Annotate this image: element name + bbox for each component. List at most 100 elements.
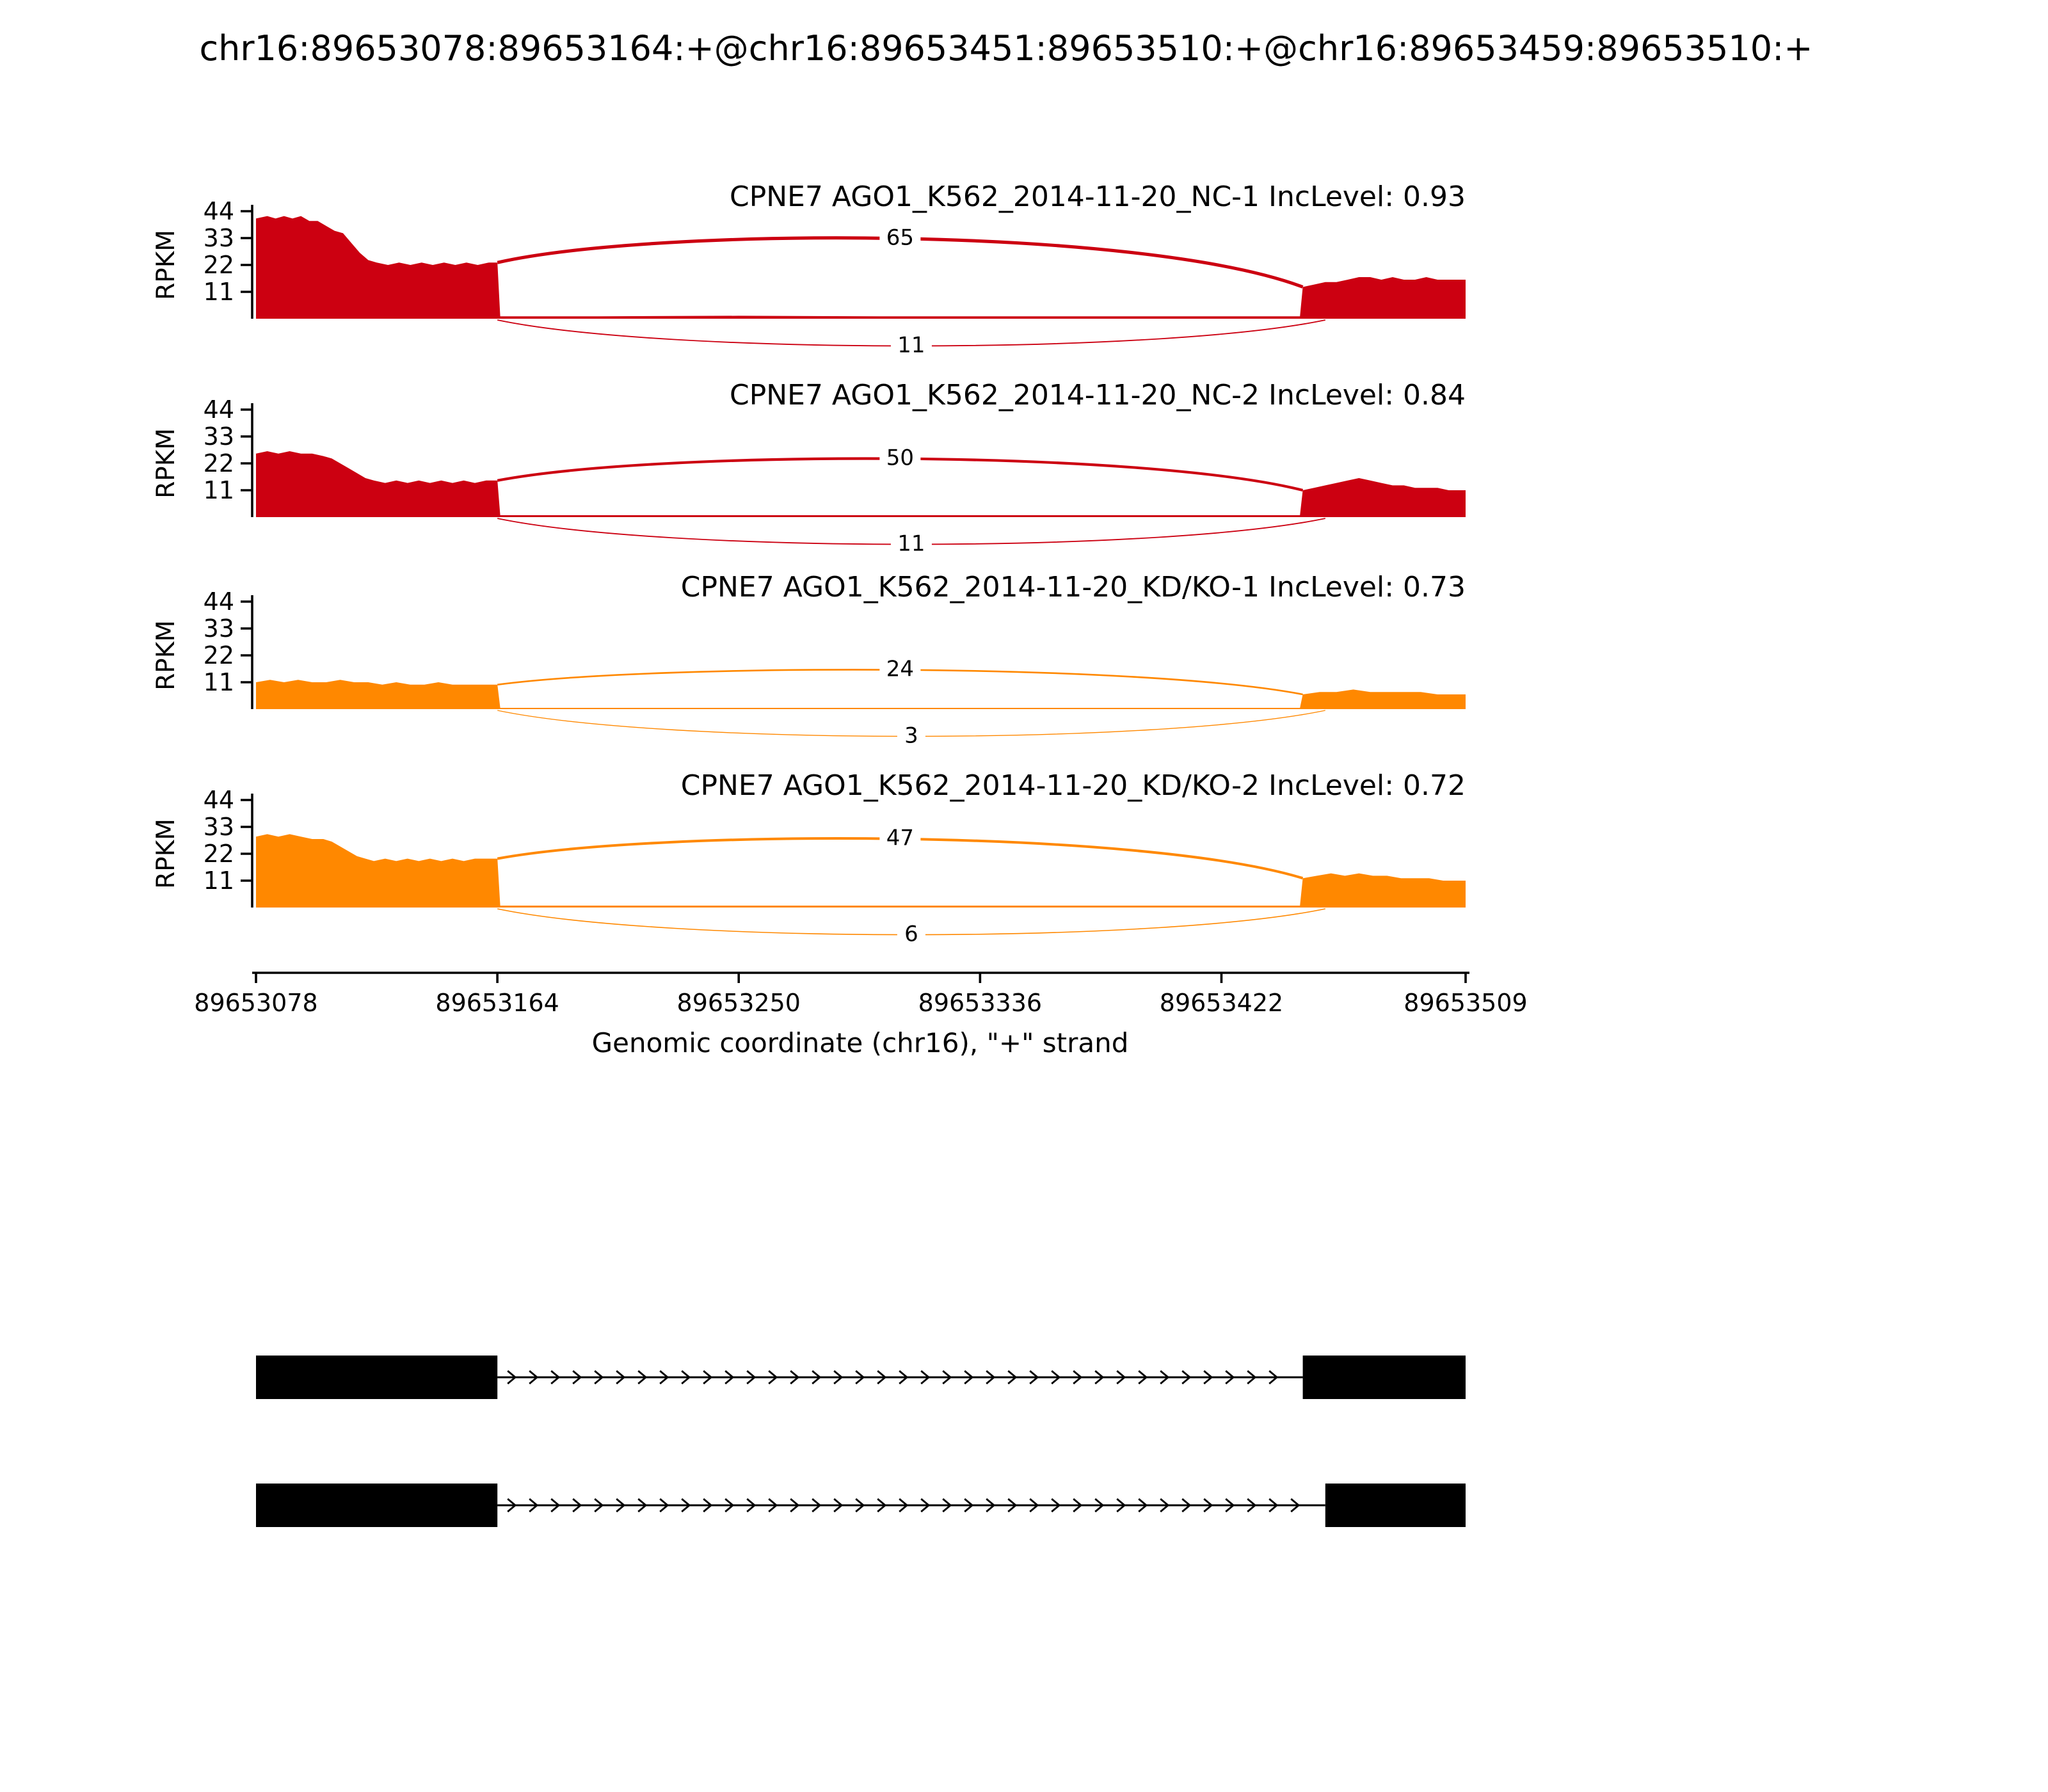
y-tick-label: 22: [204, 449, 234, 477]
strand-arrow: [1225, 1498, 1235, 1513]
strand-arrow: [703, 1498, 713, 1513]
strand-arrow: [920, 1498, 931, 1513]
junction-count: 65: [886, 225, 914, 251]
x-tick-label: 89653164: [435, 989, 559, 1017]
junction-count: 11: [897, 531, 925, 557]
track-label: CPNE7 AGO1_K562_2014-11-20_NC-2 IncLevel…: [730, 379, 1466, 412]
plot-title: chr16:89653078:89653164:+@chr16:89653451…: [199, 28, 1812, 68]
strand-arrow: [1138, 1498, 1148, 1513]
strand-arrow: [812, 1370, 822, 1385]
strand-arrow: [1116, 1370, 1126, 1385]
junction-count-bg: [890, 531, 932, 556]
strand-arrow: [1051, 1370, 1061, 1385]
strand-arrow: [637, 1498, 648, 1513]
strand-arrow: [1268, 1370, 1279, 1385]
strand-arrow: [1007, 1498, 1018, 1513]
strand-arrow: [659, 1498, 669, 1513]
y-tick-label: 11: [204, 668, 234, 696]
y-axis-title: RPKM: [152, 620, 180, 691]
strand-arrow: [942, 1370, 952, 1385]
strand-arrow: [1290, 1498, 1300, 1513]
track-label: CPNE7 AGO1_K562_2014-11-20_KD/KO-1 IncLe…: [681, 571, 1466, 604]
junction-count: 3: [904, 723, 918, 749]
strand-arrow: [1094, 1498, 1105, 1513]
y-tick-label: 22: [204, 641, 234, 669]
coverage-area: [256, 216, 1466, 319]
strand-arrow: [986, 1370, 996, 1385]
strand-arrow: [1247, 1370, 1257, 1385]
strand-arrow: [812, 1498, 822, 1513]
y-axis-title: RPKM: [152, 230, 180, 300]
y-tick-label: 11: [204, 867, 234, 895]
strand-arrow: [1181, 1370, 1192, 1385]
coverage-area: [256, 834, 1466, 908]
strand-arrow: [616, 1370, 626, 1385]
strand-arrow: [594, 1498, 604, 1513]
x-tick-label: 89653078: [194, 989, 317, 1017]
exon-rect: [256, 1356, 498, 1399]
strand-arrow: [637, 1370, 648, 1385]
isoform-diagram: [256, 1356, 1466, 1527]
y-tick-label: 11: [204, 278, 234, 306]
strand-arrow: [1203, 1498, 1213, 1513]
y-tick-label: 11: [204, 476, 234, 504]
junction-count: 47: [886, 826, 914, 851]
junction-count: 50: [886, 445, 914, 471]
strand-arrow: [1160, 1498, 1170, 1513]
strand-arrow: [507, 1370, 517, 1385]
strand-arrow: [1051, 1498, 1061, 1513]
strand-arrow: [768, 1498, 778, 1513]
y-tick-label: 33: [204, 813, 234, 841]
y-tick-label: 44: [204, 786, 234, 814]
y-tick-label: 33: [204, 224, 234, 252]
x-axis: 89653078 89653164 89653250 89653336 89653422…: [194, 972, 1528, 1017]
strand-arrow: [550, 1498, 561, 1513]
strand-arrow: [594, 1370, 604, 1385]
junction-count-bg: [879, 826, 921, 851]
strand-arrow: [855, 1498, 865, 1513]
strand-arrow: [1029, 1370, 1039, 1385]
junction-count-bg: [897, 922, 925, 947]
strand-arrow: [964, 1370, 974, 1385]
junction-count-bg: [879, 657, 921, 682]
x-axis-title: Genomic coordinate (chr16), "+" strand: [592, 1027, 1129, 1059]
y-tick-label: 22: [204, 840, 234, 868]
strand-arrow: [1247, 1498, 1257, 1513]
exon-rect: [1325, 1484, 1466, 1527]
track-label: CPNE7 AGO1_K562_2014-11-20_KD/KO-2 IncLe…: [681, 769, 1466, 802]
strand-arrow: [1160, 1370, 1170, 1385]
y-axis-title: RPKM: [152, 819, 180, 889]
strand-arrow: [507, 1498, 517, 1513]
y-tick-label: 33: [204, 422, 234, 451]
strand-arrow: [877, 1498, 887, 1513]
strand-arrow: [833, 1370, 844, 1385]
junction-count-bg: [879, 445, 921, 470]
strand-arrow: [1203, 1370, 1213, 1385]
strand-arrow: [1225, 1370, 1235, 1385]
strand-arrow: [877, 1370, 887, 1385]
strand-arrow: [529, 1498, 539, 1513]
strand-arrow: [659, 1370, 669, 1385]
junction-count-bg: [897, 723, 925, 748]
strand-arrow: [1007, 1370, 1018, 1385]
y-tick-label: 44: [204, 396, 234, 424]
x-tick-label: 89653336: [918, 989, 1042, 1017]
x-tick-label: 89653250: [677, 989, 801, 1017]
strand-arrow: [572, 1370, 582, 1385]
strand-arrow: [746, 1498, 756, 1513]
coverage-area: [256, 680, 1466, 709]
strand-arrow: [942, 1498, 952, 1513]
strand-arrow: [1073, 1370, 1083, 1385]
y-tick-label: 44: [204, 197, 234, 225]
junction-count-bg: [890, 333, 932, 358]
strand-arrow: [1138, 1370, 1148, 1385]
strand-arrow: [899, 1498, 909, 1513]
strand-arrow: [986, 1498, 996, 1513]
strand-arrow: [681, 1498, 691, 1513]
y-tick-label: 44: [204, 588, 234, 616]
y-tick-label: 22: [204, 251, 234, 279]
junction-count: 6: [904, 922, 918, 947]
